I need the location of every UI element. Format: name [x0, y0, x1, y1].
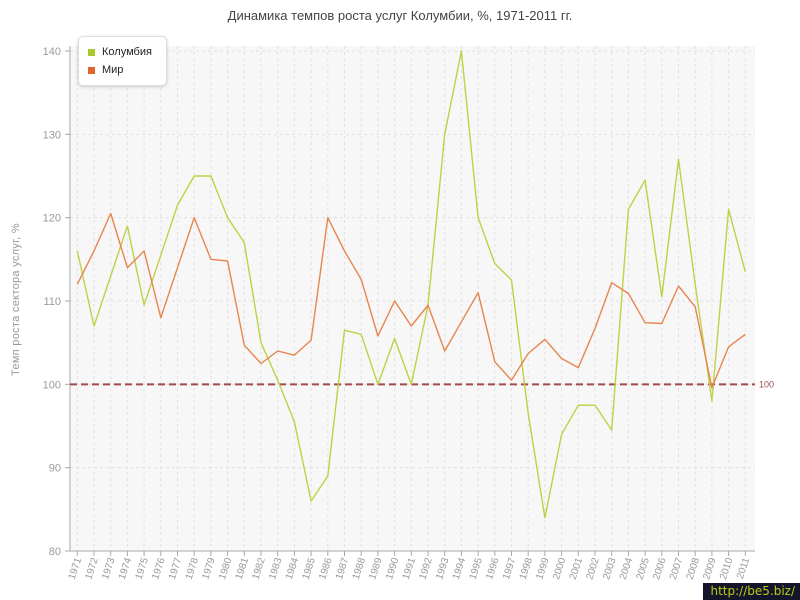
svg-text:1989: 1989: [367, 556, 384, 581]
svg-text:1986: 1986: [317, 556, 334, 581]
svg-text:2005: 2005: [635, 556, 652, 581]
svg-text:1983: 1983: [267, 556, 284, 581]
reference-line-label: 100: [759, 379, 774, 389]
svg-text:80: 80: [49, 546, 61, 558]
svg-text:1971: 1971: [67, 556, 84, 581]
svg-text:2006: 2006: [651, 556, 668, 581]
svg-text:2000: 2000: [551, 556, 568, 581]
svg-text:1997: 1997: [501, 556, 518, 581]
colombia-series-label: Колумбия: [102, 46, 152, 58]
svg-text:1974: 1974: [117, 556, 134, 581]
svg-text:1973: 1973: [100, 556, 117, 581]
svg-text:1979: 1979: [200, 556, 217, 581]
series-line-colombia: [76, 50, 746, 519]
svg-text:120: 120: [43, 213, 61, 225]
svg-text:2002: 2002: [585, 556, 602, 581]
watermark-link[interactable]: http://be5.biz/: [703, 583, 800, 600]
legend-item-world: Мир: [88, 61, 152, 79]
legend-item-colombia: Колумбия: [88, 43, 152, 61]
axes: [65, 46, 755, 556]
colombia-series-swatch: [88, 48, 95, 56]
svg-text:1980: 1980: [217, 556, 234, 581]
chart-title: Динамика темпов роста услуг Колумбии, %,…: [227, 8, 573, 23]
svg-text:1995: 1995: [468, 556, 485, 581]
svg-text:1981: 1981: [234, 556, 251, 581]
x-tick-labels: 1971 1972 1973 1974 1975 1976 1977 1978 1979 1980…: [67, 556, 752, 581]
svg-text:1978: 1978: [184, 556, 201, 581]
svg-text:140: 140: [43, 46, 61, 58]
y-axis-label: Темп роста сектора услуг, %: [10, 223, 22, 377]
svg-text:1982: 1982: [251, 556, 268, 581]
svg-text:1988: 1988: [351, 556, 368, 581]
svg-text:2004: 2004: [618, 556, 635, 581]
world-series-label: Мир: [102, 64, 124, 76]
svg-text:1972: 1972: [84, 556, 101, 581]
svg-text:2010: 2010: [718, 556, 735, 581]
svg-text:1991: 1991: [401, 556, 418, 581]
svg-text:1977: 1977: [167, 556, 184, 581]
svg-text:2011: 2011: [735, 556, 752, 580]
plot-area: [70, 46, 755, 551]
svg-text:1994: 1994: [451, 556, 468, 581]
svg-text:130: 130: [43, 129, 61, 141]
world-series-swatch: [88, 66, 95, 74]
y-tick-labels: 80 90 100 110 120 130 140: [43, 46, 61, 558]
svg-text:1996: 1996: [484, 556, 501, 581]
svg-text:2003: 2003: [601, 556, 618, 581]
svg-text:1992: 1992: [418, 556, 435, 581]
svg-text:1985: 1985: [301, 556, 318, 581]
legend: Колумбия Мир: [78, 36, 167, 86]
svg-text:1975: 1975: [134, 556, 151, 581]
series-line-world: [76, 212, 746, 389]
svg-text:1987: 1987: [334, 556, 351, 581]
svg-text:110: 110: [43, 296, 61, 308]
vertical-gridlines: [76, 46, 746, 551]
svg-text:2009: 2009: [701, 556, 718, 581]
svg-text:90: 90: [49, 463, 61, 475]
svg-text:1990: 1990: [384, 556, 401, 581]
svg-text:1999: 1999: [534, 556, 551, 581]
svg-text:2008: 2008: [685, 556, 702, 581]
svg-text:1998: 1998: [518, 556, 535, 581]
svg-text:1976: 1976: [150, 556, 167, 581]
svg-text:1993: 1993: [434, 556, 451, 581]
svg-text:2001: 2001: [568, 556, 585, 581]
svg-text:2007: 2007: [668, 556, 685, 581]
svg-text:1984: 1984: [284, 556, 301, 581]
svg-text:100: 100: [43, 379, 61, 391]
